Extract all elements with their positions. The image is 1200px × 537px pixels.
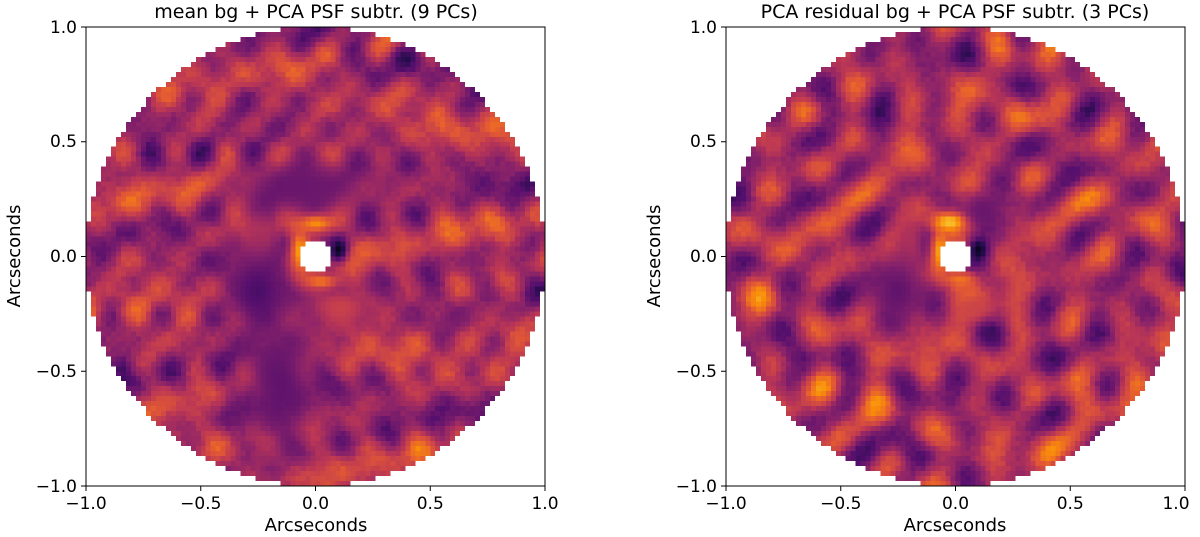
x-ticks-left: −1.0 −0.5 0.0 0.5 1.0: [65, 486, 559, 514]
y-ticks-left: −1.0 −0.5 0.0 0.5 1.0: [36, 18, 86, 497]
y-tick-label-right-2: 0.0: [690, 247, 717, 267]
x-tick-label-left-2: 0.0: [302, 494, 329, 514]
x-tick-label-right-2: 0.0: [942, 494, 969, 514]
y-tick-label-left-2: 0.0: [50, 247, 77, 267]
heatmap-image-left: [86, 27, 545, 486]
x-ticks-right: −1.0 −0.5 0.0 0.5 1.0: [705, 486, 1190, 514]
x-axis-label-right: Arcseconds: [904, 515, 1007, 536]
x-tick-label-right-3: 0.5: [1057, 494, 1084, 514]
y-tick-label-right-3: 0.5: [690, 132, 717, 152]
panel-left: mean bg + PCA PSF subtr. (9 PCs) −1.0 −0…: [4, 1, 559, 536]
y-tick-label-left-1: −0.5: [36, 362, 77, 382]
y-tick-label-right-1: −0.5: [676, 362, 717, 382]
y-axis-label-left: Arcseconds: [4, 205, 25, 308]
heatmap-image-right: [726, 27, 1185, 486]
x-tick-label-right-1: −0.5: [820, 494, 861, 514]
heatmap-left: [86, 27, 545, 486]
y-tick-label-left-3: 0.5: [50, 132, 77, 152]
x-tick-label-left-1: −0.5: [180, 494, 221, 514]
x-tick-label-right-4: 1.0: [1162, 494, 1189, 514]
heatmap-right: [726, 27, 1185, 486]
chart-title-left: mean bg + PCA PSF subtr. (9 PCs): [154, 1, 477, 23]
y-tick-label-left-4: 1.0: [50, 18, 77, 38]
x-tick-label-left-0: −1.0: [65, 494, 106, 514]
y-tick-label-left-0: −1.0: [36, 477, 77, 497]
y-ticks-right: −1.0 −0.5 0.0 0.5 1.0: [676, 18, 726, 497]
y-tick-label-right-4: 1.0: [690, 18, 717, 38]
panel-right: PCA residual bg + PCA PSF subtr. (3 PCs)…: [644, 1, 1190, 536]
x-tick-label-right-0: −1.0: [705, 494, 746, 514]
y-axis-label-right: Arcseconds: [644, 205, 665, 308]
y-tick-label-right-0: −1.0: [676, 477, 717, 497]
chart-title-right: PCA residual bg + PCA PSF subtr. (3 PCs): [761, 1, 1150, 23]
x-axis-label-left: Arcseconds: [265, 515, 368, 536]
x-tick-label-left-3: 0.5: [417, 494, 444, 514]
x-tick-label-left-4: 1.0: [531, 494, 558, 514]
